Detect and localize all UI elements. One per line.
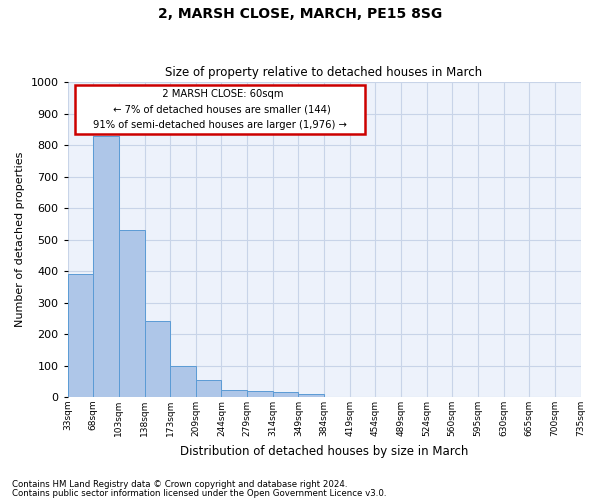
Text: 2, MARSH CLOSE, MARCH, PE15 8SG: 2, MARSH CLOSE, MARCH, PE15 8SG xyxy=(158,8,442,22)
Bar xyxy=(145,322,170,397)
FancyBboxPatch shape xyxy=(75,85,365,134)
Y-axis label: Number of detached properties: Number of detached properties xyxy=(15,152,25,327)
Bar xyxy=(68,274,93,397)
Text: Contains public sector information licensed under the Open Government Licence v3: Contains public sector information licen… xyxy=(12,488,386,498)
Text: 2 MARSH CLOSE: 60sqm
 ← 7% of detached houses are smaller (144)
91% of semi-deta: 2 MARSH CLOSE: 60sqm ← 7% of detached ho… xyxy=(93,89,347,130)
Bar xyxy=(170,366,196,397)
Bar xyxy=(273,392,298,397)
Bar xyxy=(119,230,145,397)
Bar xyxy=(298,394,324,397)
Title: Size of property relative to detached houses in March: Size of property relative to detached ho… xyxy=(166,66,482,80)
Bar xyxy=(247,392,273,397)
Bar xyxy=(221,390,247,397)
Text: Contains HM Land Registry data © Crown copyright and database right 2024.: Contains HM Land Registry data © Crown c… xyxy=(12,480,347,489)
Bar xyxy=(93,136,119,397)
Bar xyxy=(196,380,221,397)
X-axis label: Distribution of detached houses by size in March: Distribution of detached houses by size … xyxy=(180,444,468,458)
